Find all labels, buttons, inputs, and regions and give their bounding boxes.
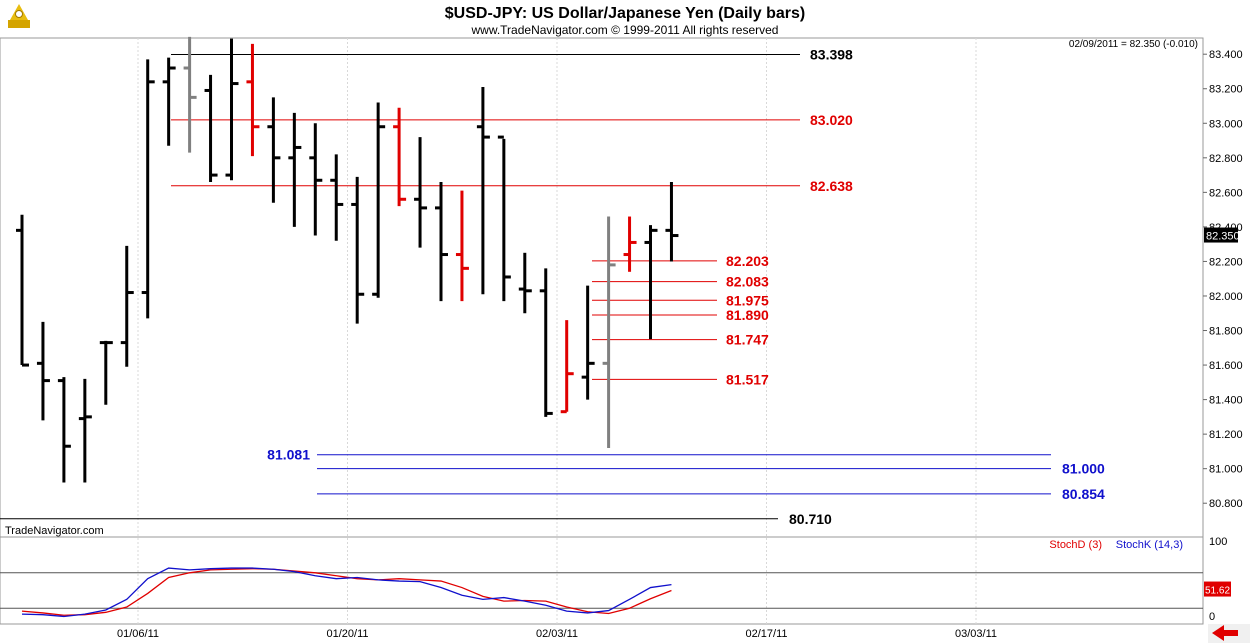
- x-tick-label: 01/20/11: [326, 628, 368, 640]
- legend-stochd: StochD (3): [1049, 539, 1102, 551]
- y-tick-label: 81.800: [1209, 326, 1243, 338]
- level-label: 83.398: [810, 47, 853, 63]
- ohlc-bar: [560, 320, 574, 414]
- logo-icon: [8, 4, 30, 28]
- ohlc-bar: [330, 154, 344, 241]
- ohlc-bar: [602, 216, 616, 448]
- stoch-y-tick-label: 0: [1209, 611, 1215, 623]
- ohlc-bar: [204, 74, 218, 182]
- ohlc-bar: [120, 245, 134, 367]
- level-label: 81.975: [726, 292, 769, 308]
- y-tick-label: 81.600: [1209, 360, 1243, 372]
- ohlc-bar: [57, 377, 71, 483]
- stoch-value-label: 51.62: [1205, 586, 1230, 597]
- ohlc-bar: [414, 137, 428, 248]
- ohlc-bar: [288, 112, 302, 227]
- chart-title: $USD-JPY: US Dollar/Japanese Yen (Daily …: [445, 5, 805, 22]
- y-tick-label: 83.200: [1209, 84, 1243, 96]
- y-tick-label: 81.400: [1209, 395, 1243, 407]
- ohlc-bar: [162, 57, 176, 146]
- y-tick-label: 81.200: [1209, 429, 1243, 441]
- ohlc-bar: [309, 123, 323, 236]
- y-tick-label: 80.800: [1209, 498, 1243, 510]
- y-tick-label: 83.400: [1209, 49, 1243, 61]
- legend-stochk: StochK (14,3): [1116, 539, 1183, 551]
- y-tick-label: 83.000: [1209, 118, 1243, 130]
- ohlc-bar: [99, 340, 113, 405]
- level-label: 82.638: [810, 178, 853, 194]
- level-label: 83.020: [810, 112, 853, 128]
- level-label: 81.517: [726, 371, 769, 387]
- level-label: 81.081: [267, 447, 310, 463]
- ohlc-bar: [141, 59, 155, 319]
- ohlc-bar: [351, 176, 365, 324]
- y-tick-label: 82.600: [1209, 187, 1243, 199]
- ohlc-bar: [36, 321, 50, 421]
- stochd-line: [21, 568, 672, 616]
- level-label: 80.854: [1062, 486, 1105, 502]
- ohlc-bar: [455, 190, 469, 302]
- y-tick-label: 82.800: [1209, 153, 1243, 165]
- chart-subtitle: www.TradeNavigator.com © 1999-2011 All r…: [471, 23, 779, 37]
- ohlc-bar: [497, 135, 511, 302]
- watermark: TradeNavigator.com: [5, 525, 104, 537]
- ohlc-bar: [623, 216, 637, 272]
- x-tick-label: 02/03/11: [536, 628, 578, 640]
- ohlc-bar: [518, 252, 532, 314]
- level-label: 81.890: [726, 307, 769, 323]
- ohlc-bar: [435, 181, 448, 302]
- last-price-label: 82.350: [1206, 231, 1240, 243]
- level-label: 81.747: [726, 332, 769, 348]
- last-price-tag: [1204, 227, 1238, 243]
- ohlc-bar: [644, 225, 658, 340]
- ohlc-bar: [476, 87, 490, 295]
- y-tick-label: 82.200: [1209, 256, 1243, 268]
- y-tick-label: 82.000: [1209, 291, 1243, 303]
- ohlc-bar: [581, 285, 595, 400]
- ohlc-bar: [539, 268, 553, 417]
- ohlc-bar: [183, 36, 197, 153]
- ohlc-bar: [225, 38, 239, 181]
- ohlc-bar: [78, 378, 92, 483]
- level-label: 82.203: [726, 253, 769, 269]
- price-readout: 02/09/2011 = 82.350 (-0.010): [1069, 39, 1198, 50]
- ohlc-bar: [665, 181, 679, 262]
- y-tick-label: 81.000: [1209, 464, 1243, 476]
- ohlc-bar: [393, 107, 407, 207]
- ohlc-bar: [267, 97, 281, 203]
- price-panel: [0, 37, 1204, 538]
- x-tick-label: 03/03/11: [955, 628, 997, 640]
- level-label: 82.083: [726, 274, 769, 290]
- scroll-arrow-icon[interactable]: [1208, 624, 1250, 643]
- stoch-value-tag: [1204, 581, 1231, 597]
- x-tick-label: 01/06/11: [117, 628, 159, 640]
- ohlc-bar: [246, 43, 260, 157]
- ohlc-bar: [16, 214, 29, 367]
- stochk-line: [21, 567, 672, 618]
- level-label: 80.710: [789, 511, 832, 527]
- level-label: 81.000: [1062, 461, 1105, 477]
- ohlc-bar: [372, 102, 386, 298]
- stoch-y-tick-label: 100: [1209, 536, 1227, 548]
- x-tick-label: 02/17/11: [745, 628, 787, 640]
